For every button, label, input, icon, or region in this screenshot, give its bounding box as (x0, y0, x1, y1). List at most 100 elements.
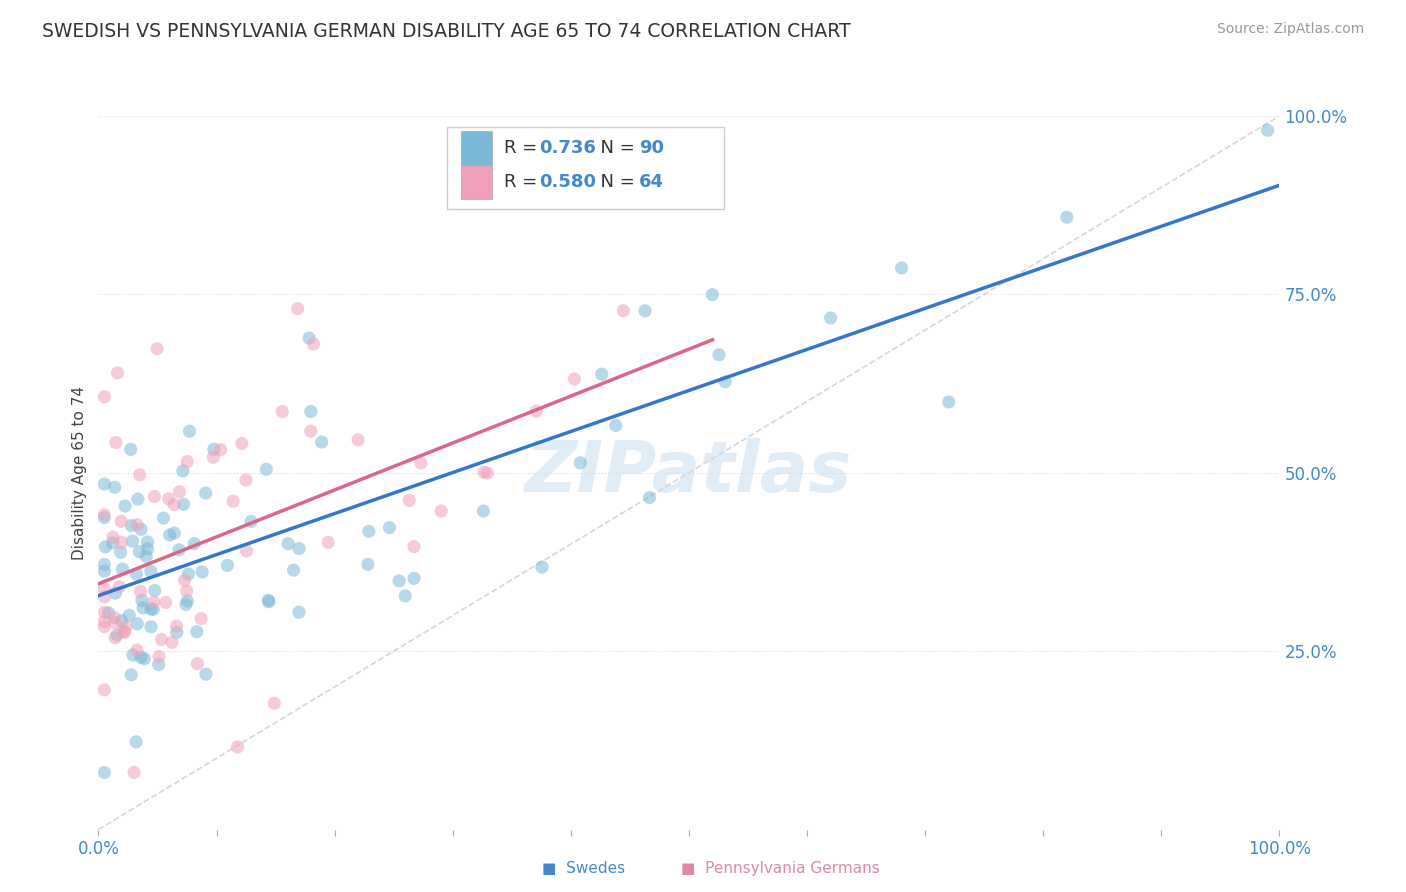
Point (136, 541, 159, 556)
Point (132, 601, 155, 615)
Text: N =: N = (589, 139, 640, 157)
Point (191, 565, 214, 579)
Point (157, 491, 180, 506)
Point (127, 616, 149, 631)
Bar (461, 165, 492, 200)
Point (93, 510, 115, 524)
Point (150, 632, 173, 647)
Point (176, 583, 198, 598)
Point (114, 499, 136, 513)
Point (179, 424, 201, 438)
Point (591, 368, 613, 382)
Point (288, 541, 311, 556)
Point (129, 584, 152, 599)
Point (347, 433, 370, 447)
Text: N =: N = (589, 173, 640, 191)
Point (316, 535, 339, 549)
Y-axis label: Disability Age 65 to 74: Disability Age 65 to 74 (72, 385, 87, 560)
Point (115, 620, 138, 634)
Point (120, 518, 142, 533)
Point (111, 562, 134, 576)
Point (172, 464, 194, 478)
Point (209, 442, 232, 457)
Point (820, 310, 842, 325)
Point (257, 593, 280, 607)
Point (890, 260, 912, 275)
Point (104, 615, 127, 630)
Text: ■  Swedes: ■ Swedes (541, 861, 626, 876)
Point (257, 595, 280, 609)
Point (93, 682, 115, 697)
Point (938, 395, 960, 409)
Point (430, 504, 453, 518)
Point (139, 620, 162, 634)
Point (125, 643, 148, 657)
Point (302, 337, 325, 351)
Text: ZIPatlas: ZIPatlas (526, 438, 852, 508)
Point (402, 571, 425, 585)
Point (167, 542, 190, 557)
Point (638, 491, 661, 505)
Point (93, 606, 115, 620)
Text: SWEDISH VS PENNSYLVANIA GERMAN DISABILITY AGE 65 TO 74 CORRELATION CHART: SWEDISH VS PENNSYLVANIA GERMAN DISABILIT… (42, 22, 851, 41)
Point (194, 486, 217, 500)
Point (169, 484, 191, 499)
Point (714, 375, 737, 389)
Point (299, 424, 322, 438)
Point (139, 564, 162, 578)
Point (142, 595, 165, 609)
Point (524, 404, 547, 418)
Point (93, 582, 115, 596)
Text: R =: R = (503, 139, 543, 157)
Bar (461, 131, 492, 165)
Point (1056, 211, 1078, 225)
Point (93, 477, 115, 491)
Point (186, 624, 208, 639)
Point (135, 549, 157, 564)
Point (398, 493, 420, 508)
Point (93, 590, 115, 604)
Point (94, 540, 117, 554)
Point (235, 544, 257, 558)
Point (136, 535, 159, 549)
Point (707, 348, 730, 362)
Point (394, 589, 416, 603)
Point (93, 508, 115, 522)
Point (142, 602, 165, 616)
Point (1257, 123, 1279, 137)
Point (125, 567, 148, 582)
Point (104, 586, 127, 600)
Point (176, 594, 198, 608)
Point (128, 467, 150, 482)
Point (254, 462, 277, 476)
Point (287, 301, 309, 316)
Point (569, 456, 592, 470)
Point (125, 735, 148, 749)
Point (120, 442, 142, 457)
Point (283, 563, 305, 577)
Point (605, 418, 627, 433)
Point (101, 536, 124, 550)
Point (166, 619, 188, 633)
Text: R =: R = (503, 173, 543, 191)
Point (103, 610, 125, 624)
Point (121, 534, 143, 549)
Point (564, 372, 586, 386)
Point (125, 517, 148, 532)
Point (402, 540, 425, 554)
Point (93, 615, 115, 629)
Point (93, 765, 115, 780)
Point (110, 514, 132, 528)
Point (108, 580, 131, 594)
Text: ■  Pennsylvania Germans: ■ Pennsylvania Germans (681, 861, 880, 876)
Point (110, 545, 132, 559)
Point (152, 511, 174, 525)
Point (155, 595, 177, 609)
Point (104, 480, 127, 494)
Point (311, 435, 333, 450)
Point (104, 435, 127, 450)
Point (107, 366, 129, 380)
Point (202, 450, 225, 465)
Point (160, 635, 183, 649)
Text: 90: 90 (640, 139, 665, 157)
